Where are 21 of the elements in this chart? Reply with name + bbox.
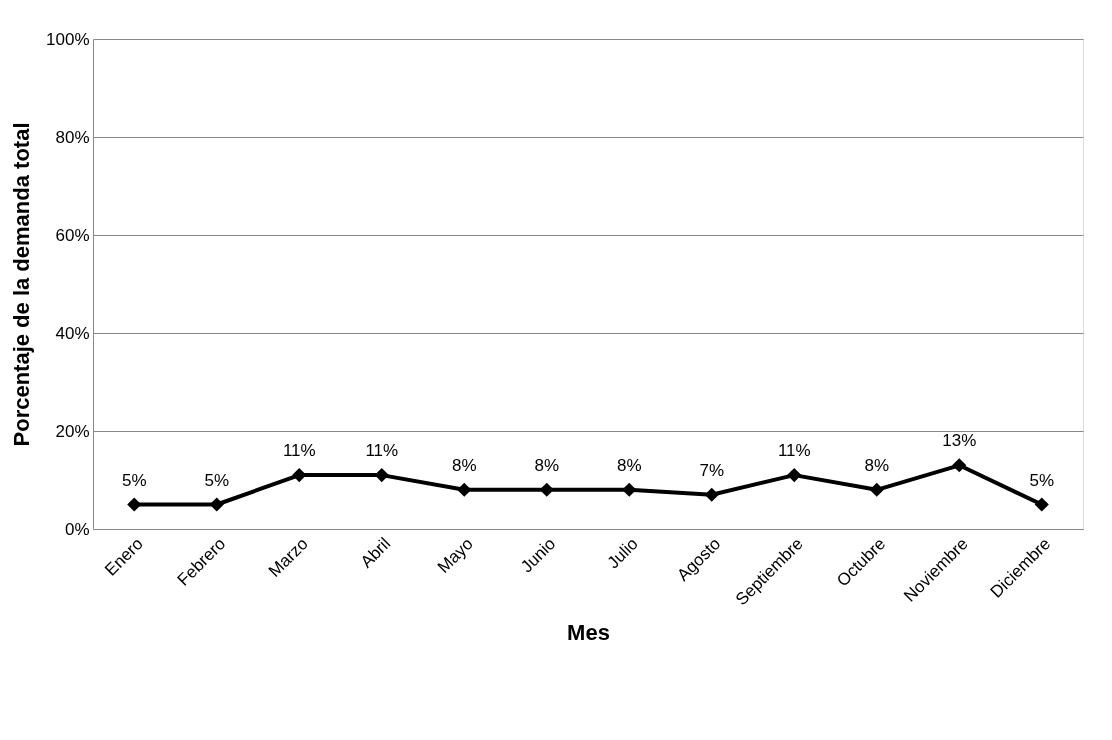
x-tick-label: Julio [603,534,642,573]
y-tick-label: 20% [55,421,90,441]
y-tick-label: 60% [55,225,90,245]
text: 8% [534,455,560,475]
y-axis-title: Porcentaje de la demanda total [9,122,35,447]
text: 11% [777,441,811,461]
y-tick-label: 0% [64,519,90,539]
text: 11% [282,441,316,461]
y-tick-label: 80% [55,127,90,147]
text: 13% [942,431,977,451]
text: 5% [1029,470,1055,490]
text: 7% [699,460,725,480]
text: 8% [616,455,642,475]
text: 11% [365,441,399,461]
y-tick-label: 40% [55,323,90,343]
y-tick-label: 100% [46,29,90,49]
text: 5% [204,470,230,490]
x-axis-title: Mes [567,620,610,646]
text: 8% [451,455,477,475]
text: 8% [864,455,890,475]
text: 5% [121,470,147,490]
